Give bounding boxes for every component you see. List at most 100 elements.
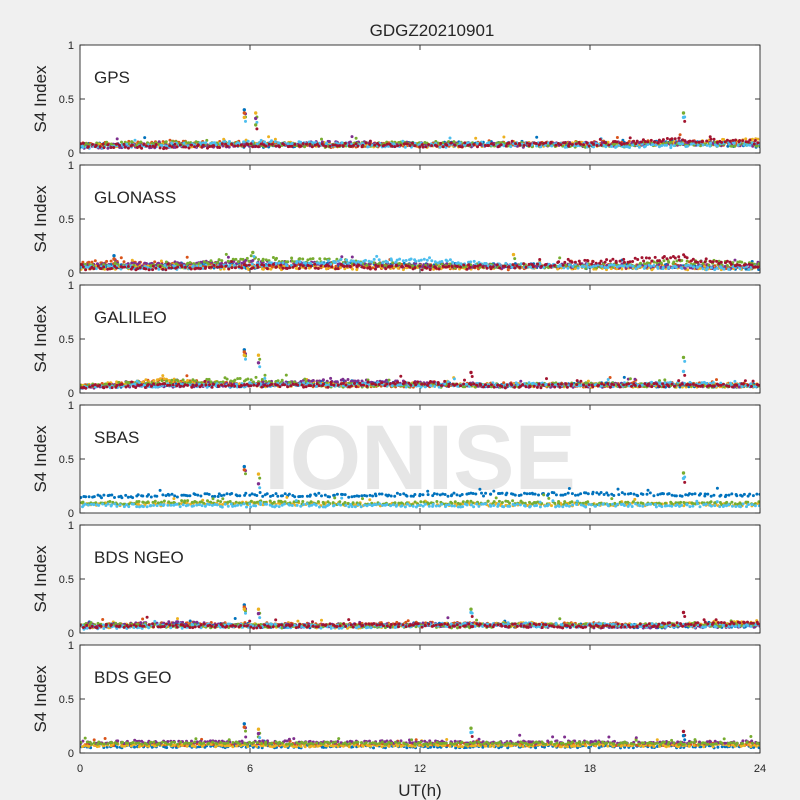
data-point (502, 144, 506, 148)
data-point (719, 260, 723, 264)
data-point (329, 262, 333, 266)
data-point (343, 379, 347, 383)
data-point (395, 258, 399, 262)
data-point (261, 380, 265, 384)
data-point (117, 380, 121, 384)
series-6 (80, 135, 760, 151)
data-point (354, 379, 357, 383)
data-point (404, 259, 408, 262)
data-point (216, 261, 220, 264)
data-point (297, 267, 301, 270)
data-point (703, 260, 707, 264)
data-point (265, 267, 269, 271)
data-point (607, 263, 611, 267)
data-point (437, 267, 441, 271)
data-point (319, 264, 323, 268)
data-point (414, 259, 418, 263)
data-point (717, 262, 721, 265)
data-point (622, 264, 626, 268)
data-point (707, 263, 711, 267)
data-point (591, 264, 595, 268)
data-point (162, 146, 166, 150)
data-point (218, 146, 222, 149)
data-point (317, 144, 321, 148)
data-point (349, 259, 353, 263)
data-point (217, 265, 221, 269)
data-point (110, 267, 114, 270)
data-point (667, 260, 671, 264)
data-point (518, 143, 522, 147)
data-point (304, 266, 308, 270)
data-point (418, 145, 422, 149)
data-point (161, 267, 165, 271)
data-point (638, 264, 642, 268)
data-point (612, 263, 616, 267)
data-point (290, 141, 294, 145)
data-point (109, 259, 113, 263)
data-point (173, 142, 177, 146)
data-point (669, 256, 673, 260)
data-point (611, 257, 615, 261)
data-point (649, 264, 653, 268)
data-point (270, 139, 273, 143)
data-point (656, 141, 660, 145)
data-point (756, 265, 760, 269)
data-point (610, 145, 614, 148)
data-point (725, 264, 729, 267)
data-point (628, 136, 632, 140)
data-point (260, 378, 264, 381)
data-point (515, 264, 519, 268)
data-point (147, 268, 151, 272)
data-point (301, 142, 305, 146)
data-point (307, 379, 311, 383)
data-point (673, 256, 677, 260)
data-point (209, 259, 213, 263)
data-point (497, 141, 501, 145)
y-tick-label: 0 (68, 268, 74, 280)
y-tick-label: 1 (68, 40, 74, 52)
data-point (614, 261, 618, 264)
data-point (662, 255, 666, 258)
data-point (708, 144, 712, 148)
data-point (157, 267, 161, 271)
data-point (301, 264, 305, 268)
spike-point (242, 108, 246, 112)
data-point (84, 268, 88, 272)
data-point (298, 260, 302, 264)
data-point (433, 260, 437, 264)
data-point (677, 255, 681, 259)
data-point (186, 379, 190, 382)
data-point (574, 142, 578, 146)
data-point (594, 261, 598, 265)
data-point (372, 257, 376, 261)
data-point (731, 265, 735, 268)
data-point (202, 260, 206, 264)
data-point (175, 263, 179, 267)
data-point (383, 143, 386, 147)
data-point (109, 146, 113, 149)
data-point (236, 144, 240, 148)
data-point (341, 144, 345, 148)
y-axis-label: S4 Index (31, 185, 50, 253)
data-point (275, 265, 278, 269)
data-point (233, 378, 237, 382)
data-point (644, 264, 647, 268)
data-point (323, 257, 327, 261)
data-point (673, 137, 677, 141)
data-point (255, 261, 259, 265)
data-point (142, 143, 146, 146)
panel-data-points (80, 108, 760, 151)
data-point (192, 262, 196, 266)
data-point (264, 144, 268, 148)
data-point (361, 143, 365, 147)
data-point (221, 144, 225, 148)
data-point (552, 264, 556, 267)
data-point (144, 378, 148, 382)
data-point (313, 262, 317, 266)
data-point (570, 260, 574, 264)
data-point (642, 385, 646, 389)
data-point (448, 258, 452, 262)
data-point (206, 262, 210, 266)
data-point (734, 138, 738, 142)
data-point (165, 379, 168, 383)
